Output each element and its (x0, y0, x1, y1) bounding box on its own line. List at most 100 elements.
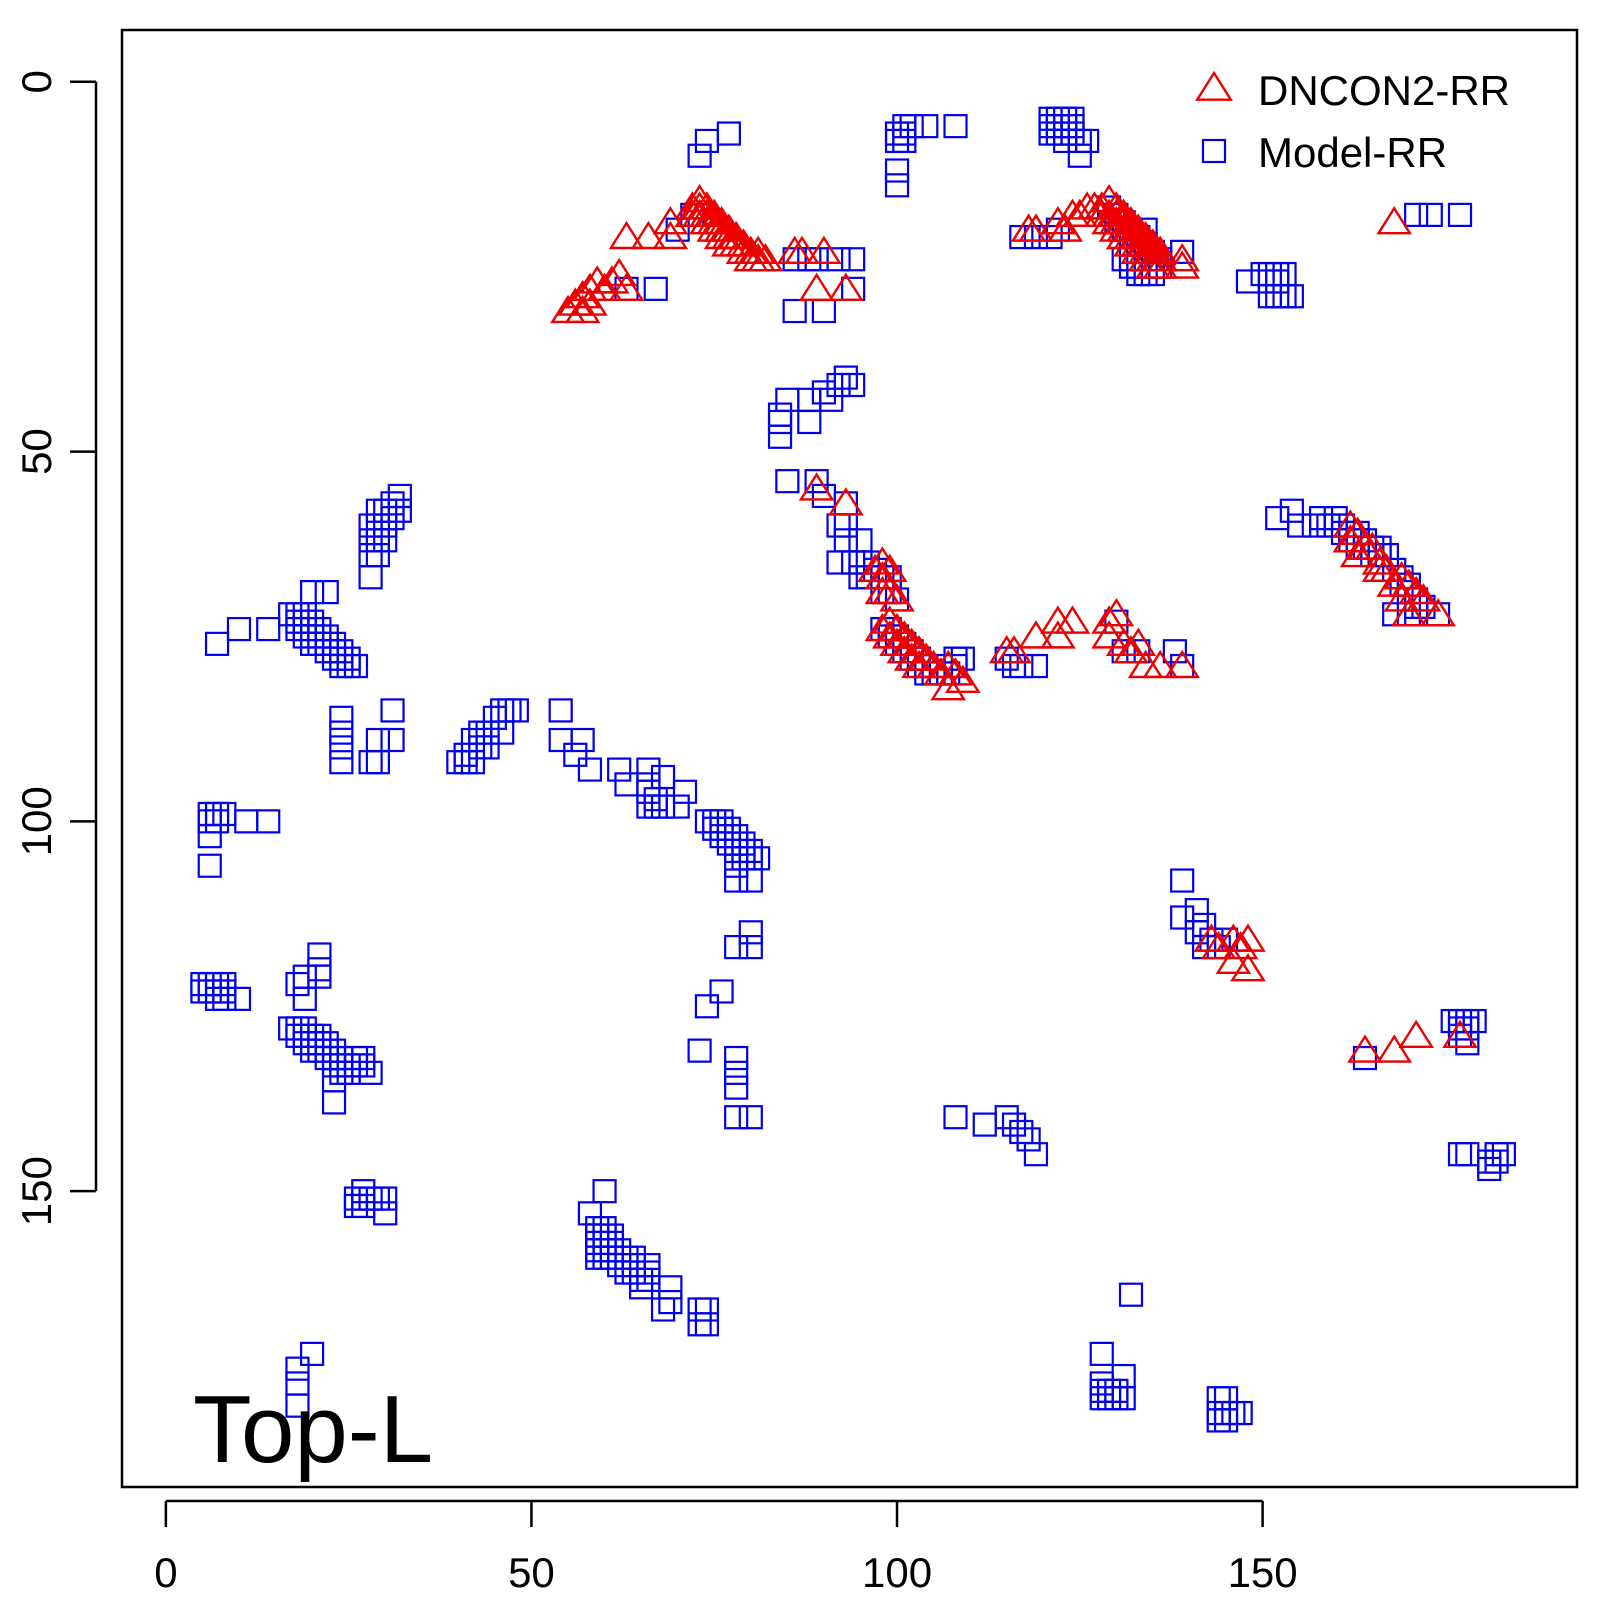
point-model-rr (460, 750, 486, 775)
point-model-rr (724, 853, 749, 878)
point-model-rr (197, 801, 222, 827)
point-model-rr (585, 1230, 610, 1256)
point-model-rr (307, 1038, 332, 1063)
point-model-rr (1096, 1386, 1122, 1411)
point-model-rr (307, 616, 332, 642)
point-model-rr (1221, 1400, 1246, 1426)
point-model-rr (577, 1201, 603, 1226)
point-model-rr (204, 986, 230, 1011)
point-model-rr (650, 794, 676, 819)
point-model-rr (687, 1038, 712, 1063)
point-model-rr (592, 1216, 617, 1241)
data-marks (190, 106, 1516, 1433)
point-model-rr (314, 1038, 339, 1063)
point-model-rr (212, 986, 237, 1011)
point-model-rr (1009, 653, 1034, 679)
point-model-rr (1067, 143, 1092, 168)
point-model-rr (804, 469, 829, 494)
point-model-rr (585, 1223, 610, 1248)
point-dncon2-rr (1142, 250, 1179, 279)
point-model-rr (585, 1216, 610, 1241)
point-dncon2-rr (871, 553, 908, 583)
point-model-rr (321, 1053, 347, 1078)
point-dncon2-rr (1398, 1019, 1434, 1048)
point-model-rr (358, 513, 383, 538)
point-model-rr (738, 868, 763, 893)
point-model-rr (197, 853, 222, 878)
point-dncon2-rr (864, 546, 901, 575)
point-dncon2-rr (871, 605, 908, 634)
point-model-rr (636, 757, 661, 782)
legend-item-model-rr: Model-RR (1201, 129, 1447, 176)
point-model-rr (1235, 269, 1261, 294)
point-model-rr (1287, 513, 1312, 538)
point-model-rr (307, 942, 332, 967)
point-model-rr (636, 1267, 661, 1293)
x-tick-label: 150 (1228, 1549, 1298, 1596)
point-dncon2-rr (1164, 243, 1201, 272)
point-model-rr (1089, 1371, 1114, 1396)
point-model-rr (314, 639, 339, 664)
point-model-rr (1279, 284, 1304, 309)
point-dncon2-rr (1142, 649, 1179, 679)
point-model-rr (826, 372, 851, 398)
y-tick-label: 50 (13, 428, 60, 475)
point-dncon2-rr (608, 272, 645, 301)
point-model-rr (738, 934, 763, 960)
point-model-rr (373, 513, 398, 538)
point-model-rr (300, 1023, 325, 1048)
point-dncon2-rr (1376, 206, 1413, 235)
point-model-rr (599, 1245, 624, 1270)
point-model-rr (190, 971, 215, 997)
point-dncon2-rr (1200, 930, 1237, 960)
point-dncon2-rr (1142, 243, 1179, 272)
point-dncon2-rr (879, 612, 915, 642)
point-dncon2-rr (871, 575, 908, 605)
point-model-rr (446, 750, 471, 775)
point-model-rr (1045, 114, 1070, 139)
point-model-rr (256, 809, 281, 834)
point-model-rr (358, 1186, 383, 1211)
point-model-rr (300, 631, 325, 656)
point-model-rr (204, 979, 230, 1004)
point-model-rr (300, 1031, 325, 1056)
point-model-rr (460, 727, 486, 753)
point-model-rr (658, 1275, 683, 1300)
point-model-rr (380, 698, 405, 723)
point-model-rr (1265, 506, 1290, 531)
point-model-rr (321, 1038, 347, 1063)
point-model-rr (1023, 653, 1049, 679)
point-dncon2-rr (1230, 923, 1266, 952)
point-model-rr (899, 114, 924, 139)
point-dncon2-rr (1164, 649, 1201, 679)
point-model-rr (329, 705, 354, 730)
point-dncon2-rr (996, 635, 1032, 664)
point-model-rr (329, 1045, 354, 1071)
point-model-rr (709, 979, 734, 1004)
point-model-rr (204, 631, 230, 656)
point-model-rr (1001, 1112, 1027, 1137)
point-model-rr (585, 1238, 610, 1263)
point-model-rr (351, 1193, 376, 1219)
point-model-rr (380, 506, 405, 531)
point-model-rr (994, 1105, 1019, 1130)
point-model-rr (358, 565, 383, 590)
point-model-rr (321, 639, 347, 664)
point-model-rr (300, 624, 325, 649)
point-dncon2-rr (1040, 620, 1076, 649)
point-dncon2-rr (1142, 235, 1179, 264)
point-model-rr (292, 624, 317, 649)
point-model-rr (336, 646, 361, 671)
point-model-rr (767, 424, 793, 449)
point-dncon2-rr (572, 287, 608, 316)
point-dncon2-rr (1332, 509, 1369, 538)
point-model-rr (307, 624, 332, 649)
point-model-rr (1045, 121, 1070, 146)
point-model-rr (1053, 128, 1078, 154)
point-model-rr (373, 498, 398, 523)
point-model-rr (365, 513, 391, 538)
point-model-rr (1447, 1142, 1473, 1167)
point-dncon2-rr (586, 272, 623, 301)
point-model-rr (1170, 868, 1195, 893)
point-dncon2-rr (930, 671, 967, 701)
